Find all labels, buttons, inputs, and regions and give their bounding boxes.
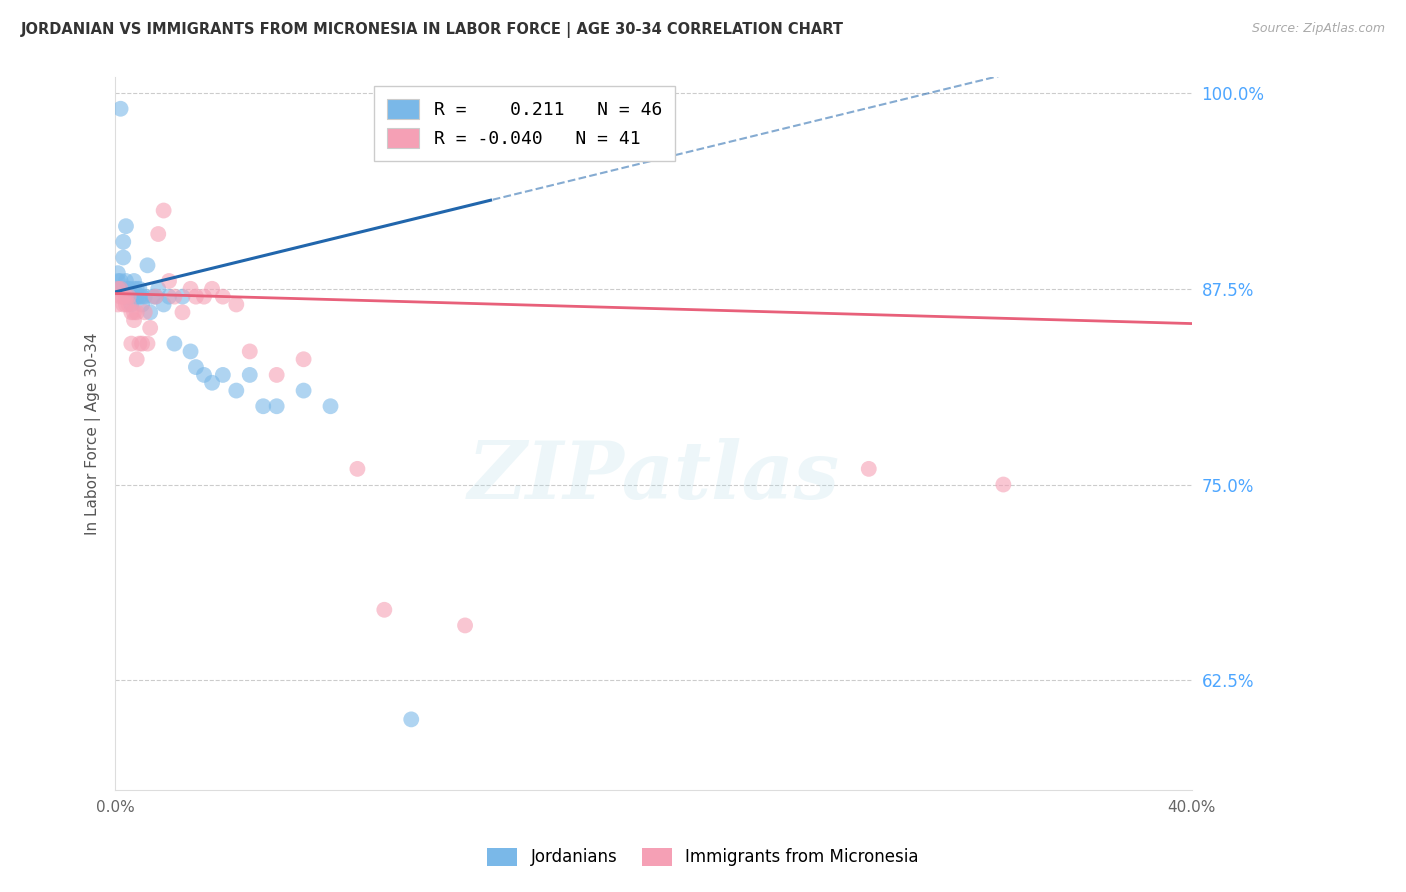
Point xyxy=(110,282,132,296)
Point xyxy=(193,290,215,304)
Point xyxy=(142,290,165,304)
Point xyxy=(117,297,139,311)
Point xyxy=(120,297,142,311)
Point xyxy=(122,313,145,327)
Point xyxy=(112,297,135,311)
Point xyxy=(180,344,202,359)
Point xyxy=(122,305,145,319)
Point xyxy=(115,290,138,304)
Point xyxy=(252,399,274,413)
Point xyxy=(193,368,215,382)
Point xyxy=(152,297,174,311)
Point xyxy=(112,251,135,265)
Point xyxy=(110,102,132,116)
Point xyxy=(148,282,170,296)
Point xyxy=(163,336,186,351)
Point xyxy=(172,305,194,319)
Point xyxy=(373,102,395,116)
Point xyxy=(107,297,129,311)
Point xyxy=(117,290,139,304)
Point xyxy=(993,477,1015,491)
Point xyxy=(163,290,186,304)
Point xyxy=(117,282,139,296)
Point xyxy=(134,305,156,319)
Point xyxy=(115,274,138,288)
Point xyxy=(139,305,162,319)
Point xyxy=(319,399,342,413)
Point xyxy=(139,321,162,335)
Point xyxy=(201,376,224,390)
Point xyxy=(858,462,880,476)
Point xyxy=(399,712,422,726)
Point xyxy=(125,290,148,304)
Point xyxy=(117,290,139,304)
Point xyxy=(157,274,180,288)
Point xyxy=(120,305,142,319)
Point xyxy=(373,603,395,617)
Point xyxy=(122,274,145,288)
Point xyxy=(225,297,247,311)
Y-axis label: In Labor Force | Age 30-34: In Labor Force | Age 30-34 xyxy=(86,333,101,535)
Point xyxy=(125,305,148,319)
Point xyxy=(239,368,262,382)
Point xyxy=(136,258,159,272)
Point xyxy=(110,274,132,288)
Point xyxy=(184,360,207,375)
Point xyxy=(266,399,288,413)
Point xyxy=(110,290,132,304)
Point xyxy=(120,336,142,351)
Point xyxy=(145,290,167,304)
Text: JORDANIAN VS IMMIGRANTS FROM MICRONESIA IN LABOR FORCE | AGE 30-34 CORRELATION C: JORDANIAN VS IMMIGRANTS FROM MICRONESIA … xyxy=(21,22,844,38)
Point xyxy=(125,352,148,367)
Point xyxy=(107,266,129,280)
Point xyxy=(107,282,129,296)
Point xyxy=(120,290,142,304)
Legend: R =    0.211   N = 46, R = -0.040   N = 41: R = 0.211 N = 46, R = -0.040 N = 41 xyxy=(374,87,675,161)
Point xyxy=(107,282,129,296)
Point xyxy=(125,282,148,296)
Point xyxy=(134,290,156,304)
Point xyxy=(128,282,150,296)
Point xyxy=(115,219,138,234)
Point xyxy=(157,290,180,304)
Point xyxy=(454,618,477,632)
Point xyxy=(110,282,132,296)
Point xyxy=(266,368,288,382)
Point xyxy=(225,384,247,398)
Point xyxy=(239,344,262,359)
Point xyxy=(152,203,174,218)
Point xyxy=(184,290,207,304)
Point xyxy=(117,282,139,296)
Point xyxy=(172,290,194,304)
Point xyxy=(346,462,368,476)
Point xyxy=(145,290,167,304)
Point xyxy=(131,290,153,304)
Point xyxy=(180,282,202,296)
Point xyxy=(292,384,315,398)
Point xyxy=(211,368,233,382)
Text: ZIPatlas: ZIPatlas xyxy=(467,438,839,516)
Point xyxy=(122,282,145,296)
Legend: Jordanians, Immigrants from Micronesia: Jordanians, Immigrants from Micronesia xyxy=(478,839,928,875)
Point xyxy=(112,235,135,249)
Point xyxy=(292,352,315,367)
Point xyxy=(115,297,138,311)
Point xyxy=(112,290,135,304)
Point xyxy=(131,336,153,351)
Point xyxy=(107,274,129,288)
Point xyxy=(128,290,150,304)
Point xyxy=(128,336,150,351)
Point xyxy=(211,290,233,304)
Point xyxy=(136,336,159,351)
Point xyxy=(148,227,170,241)
Text: Source: ZipAtlas.com: Source: ZipAtlas.com xyxy=(1251,22,1385,36)
Point xyxy=(131,297,153,311)
Point xyxy=(201,282,224,296)
